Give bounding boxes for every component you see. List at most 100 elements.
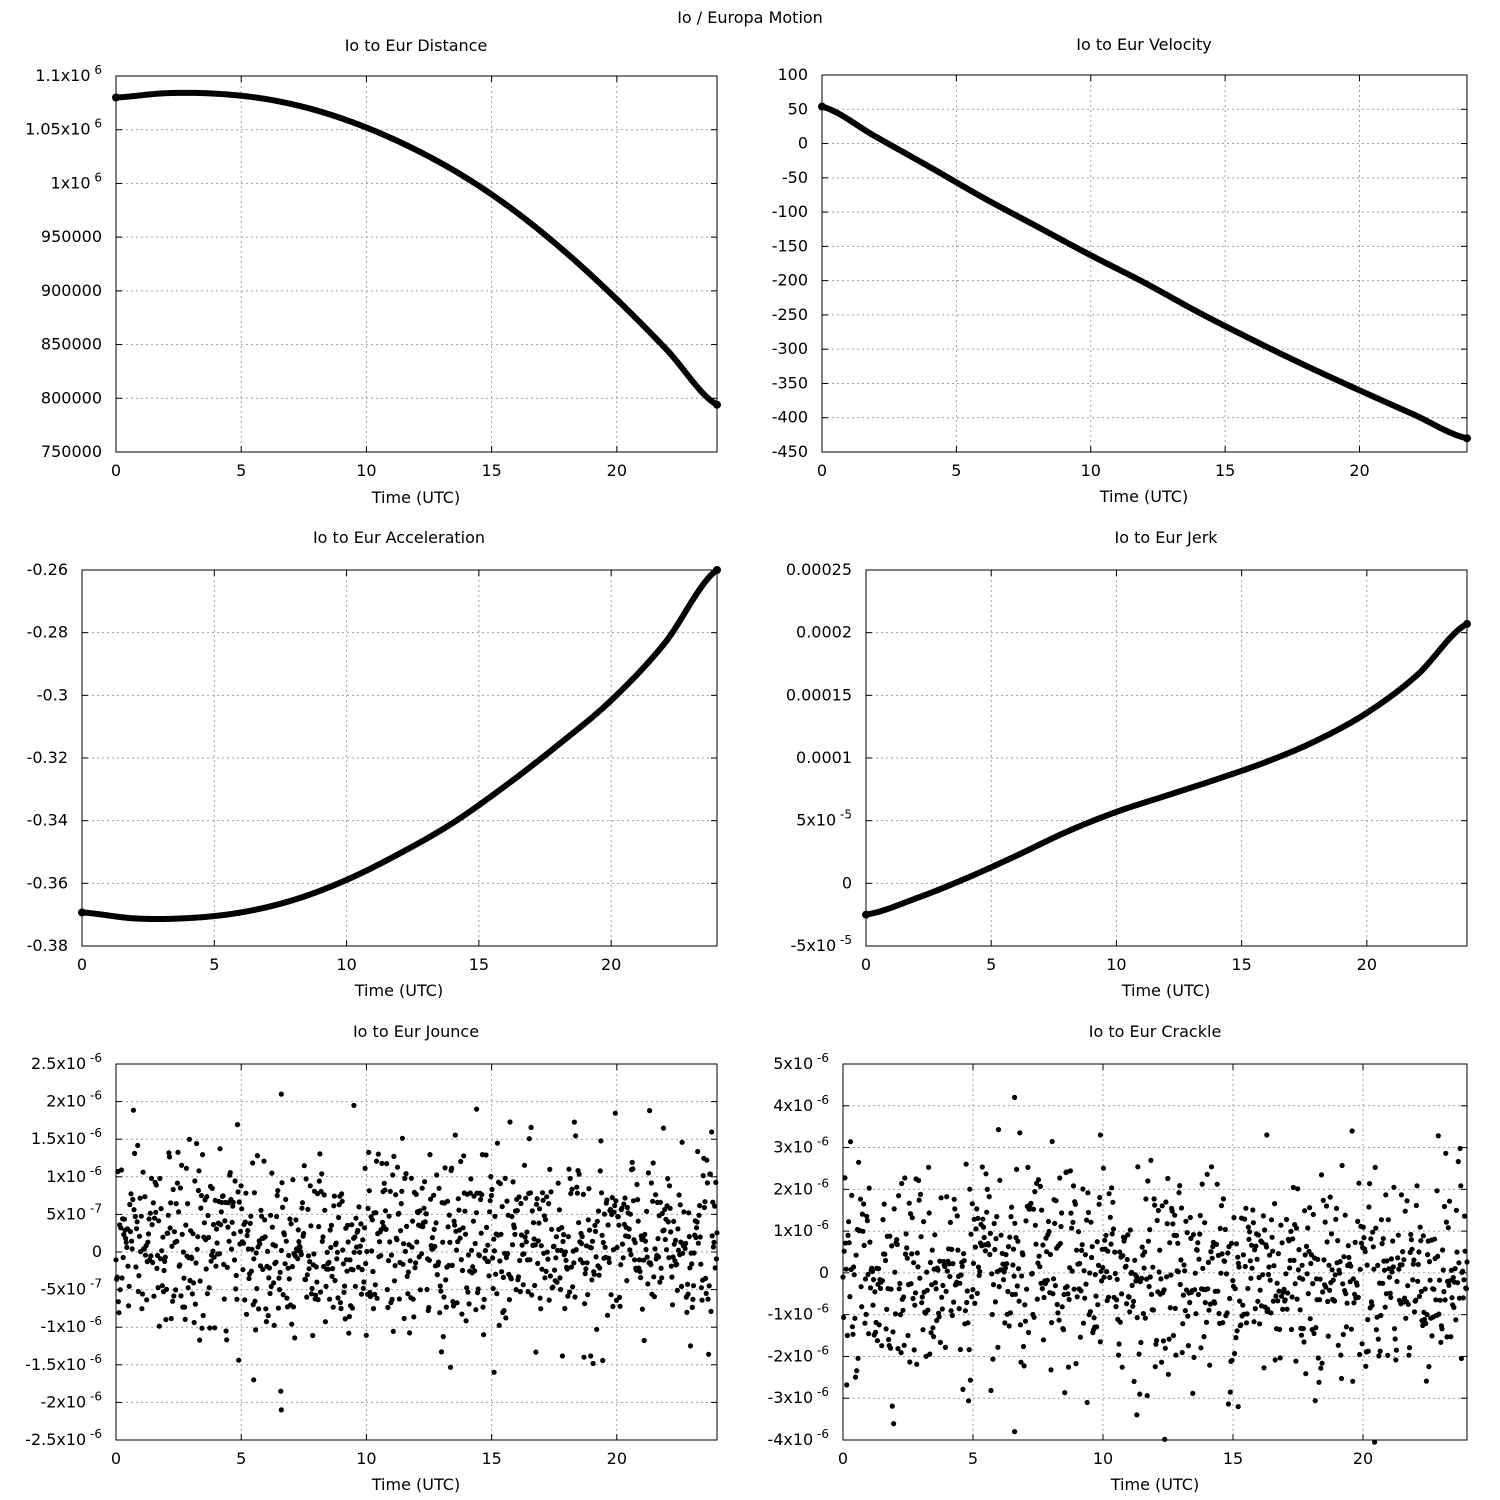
scatter-point xyxy=(190,1231,196,1237)
scatter-point xyxy=(1093,1293,1099,1299)
scatter-point xyxy=(1308,1260,1314,1267)
scatter-point xyxy=(1310,1281,1316,1287)
scatter-point xyxy=(1109,1185,1115,1191)
scatter-point xyxy=(1162,1436,1168,1442)
scatter-point xyxy=(1383,1192,1389,1198)
scatter-point xyxy=(904,1245,910,1251)
scatter-point xyxy=(1443,1219,1449,1225)
scatter-point xyxy=(846,1219,852,1225)
scatter-point xyxy=(228,1246,235,1252)
scatter-point xyxy=(468,1247,475,1253)
scatter-point xyxy=(1435,1253,1441,1259)
scatter-point xyxy=(189,1291,195,1297)
scatter-point xyxy=(1390,1238,1396,1244)
scatter-point xyxy=(447,1364,454,1370)
scatter-point xyxy=(656,1254,662,1260)
y-tick-label: 0 xyxy=(798,134,808,153)
scatter-point xyxy=(342,1316,348,1322)
scatter-point xyxy=(491,1369,497,1375)
figure-title: Io / Europa Motion xyxy=(677,8,823,27)
scatter-point xyxy=(304,1272,310,1278)
scatter-point xyxy=(464,1285,470,1291)
scatter-point xyxy=(904,1255,910,1261)
scatter-point xyxy=(432,1243,438,1250)
scatter-point xyxy=(1012,1291,1019,1297)
scatter-point xyxy=(917,1275,923,1281)
scatter-point xyxy=(493,1271,499,1277)
scatter-point xyxy=(364,1248,370,1255)
scatter-point xyxy=(313,1264,319,1270)
scatter-point xyxy=(609,1195,615,1201)
scatter-point xyxy=(1182,1308,1188,1314)
scatter-point xyxy=(708,1308,714,1314)
scatter-point xyxy=(474,1106,480,1112)
scatter-point xyxy=(1110,1226,1117,1232)
scatter-point xyxy=(1357,1351,1363,1358)
y-tick-label: 2.5x10 -6 xyxy=(31,1051,102,1073)
scatter-point xyxy=(1142,1315,1148,1321)
scatter-point xyxy=(113,1257,119,1263)
scatter-point xyxy=(177,1185,183,1191)
scatter-point xyxy=(944,1268,950,1274)
scatter-point xyxy=(1037,1264,1043,1270)
scatter-point xyxy=(292,1335,298,1341)
scatter-point xyxy=(261,1158,267,1164)
scatter-point xyxy=(429,1235,435,1241)
scatter-point xyxy=(452,1132,458,1138)
scatter-point xyxy=(127,1201,133,1208)
scatter-point xyxy=(1059,1304,1065,1310)
scatter-point xyxy=(946,1261,952,1267)
scatter-point xyxy=(1278,1293,1285,1299)
scatter-point xyxy=(644,1254,650,1260)
scatter-point xyxy=(1394,1278,1400,1285)
scatter-point xyxy=(919,1294,925,1300)
scatter-point xyxy=(1443,1150,1449,1156)
x-tick-label: 20 xyxy=(1349,461,1369,480)
scatter-point xyxy=(619,1241,626,1247)
scatter-point xyxy=(1364,1262,1370,1268)
scatter-point xyxy=(693,1225,700,1231)
scatter-point xyxy=(1454,1249,1460,1255)
scatter-point xyxy=(1156,1269,1162,1275)
scatter-point xyxy=(1056,1317,1062,1323)
scatter-point xyxy=(502,1175,508,1181)
scatter-point xyxy=(844,1382,850,1388)
scatter-point xyxy=(1411,1309,1418,1315)
x-tick-label: 10 xyxy=(1093,1449,1113,1468)
scatter-point xyxy=(1218,1203,1225,1209)
scatter-point xyxy=(437,1310,443,1316)
scatter-point xyxy=(1329,1267,1335,1273)
scatter-point xyxy=(1245,1224,1251,1230)
scatter-point xyxy=(549,1226,555,1232)
scatter-point xyxy=(1413,1297,1419,1303)
scatter-point xyxy=(1190,1390,1196,1396)
scatter-point xyxy=(256,1306,262,1312)
scatter-point xyxy=(1003,1252,1009,1258)
scatter-point xyxy=(932,1280,939,1286)
scatter-point xyxy=(1332,1298,1338,1304)
scatter-point xyxy=(1052,1220,1058,1226)
scatter-point xyxy=(269,1224,275,1230)
scatter-point xyxy=(401,1315,407,1322)
scatter-point xyxy=(887,1345,894,1351)
scatter-point xyxy=(1087,1270,1093,1276)
scatter-point xyxy=(980,1224,987,1230)
scatter-point xyxy=(119,1275,125,1281)
scatter-point xyxy=(937,1339,944,1345)
scatter-point xyxy=(157,1175,163,1182)
scatter-point xyxy=(1299,1262,1305,1268)
scatter-point xyxy=(1409,1246,1415,1252)
scatter-point xyxy=(391,1278,398,1284)
scatter-point xyxy=(465,1252,472,1258)
scatter-point xyxy=(709,1233,715,1239)
series-line xyxy=(863,620,1470,918)
scatter-point xyxy=(355,1227,361,1234)
scatter-point xyxy=(276,1275,282,1281)
scatter-point xyxy=(626,1234,632,1240)
scatter-point xyxy=(151,1215,158,1221)
scatter-point xyxy=(1366,1204,1372,1210)
scatter-point xyxy=(1107,1214,1113,1220)
scatter-point xyxy=(136,1273,142,1279)
scatter-point xyxy=(498,1231,504,1237)
subplot-crackle: Io to Eur Crackle Time (UTC) 0 5 10 15 20-4x… xyxy=(767,1022,1470,1494)
